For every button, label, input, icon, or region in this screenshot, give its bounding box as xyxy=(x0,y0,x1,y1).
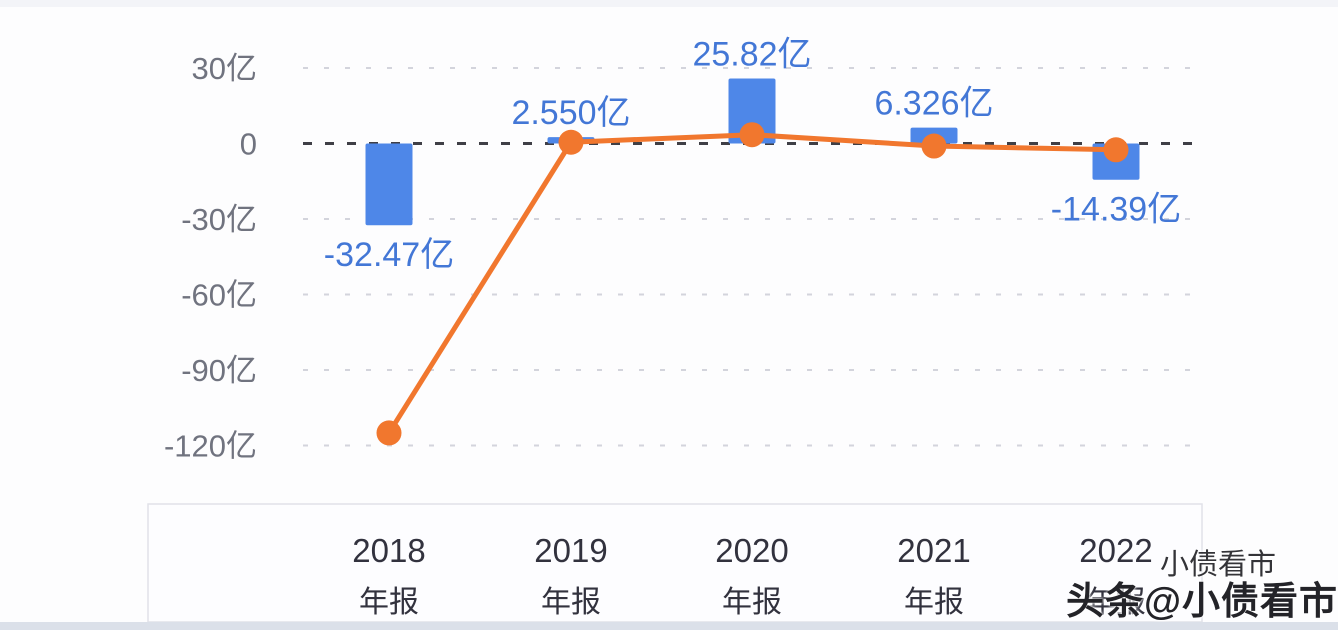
data-point[interactable] xyxy=(376,420,402,446)
x-axis-label-box xyxy=(147,503,1203,623)
y-tick-label: 30亿 xyxy=(192,51,257,86)
bar[interactable] xyxy=(365,143,413,226)
y-tick-label: -60亿 xyxy=(181,278,257,313)
data-point[interactable] xyxy=(921,133,947,159)
bar-value-label: 25.82亿 xyxy=(692,36,811,74)
watermark-large: 头条@小债看市 xyxy=(1066,581,1338,623)
y-tick-label: -90亿 xyxy=(181,353,257,388)
x-tick-period: 年报 xyxy=(359,586,419,619)
y-tick-label: -30亿 xyxy=(181,202,257,237)
y-tick-label: -120亿 xyxy=(164,429,257,464)
x-tick-year: 2019 xyxy=(534,532,607,569)
top-edge-strip xyxy=(0,0,1338,7)
bar-value-label: -14.39亿 xyxy=(1051,191,1181,229)
data-point[interactable] xyxy=(1103,137,1129,163)
x-tick-period: 年报 xyxy=(722,586,782,619)
x-tick-period: 年报 xyxy=(541,586,601,619)
x-tick-year: 2021 xyxy=(897,532,970,569)
x-tick-year: 2020 xyxy=(715,532,788,569)
x-tick-period: 年报 xyxy=(1086,586,1146,619)
bar-value-label: -32.47亿 xyxy=(324,236,454,274)
bottom-edge-strip xyxy=(0,622,1338,630)
x-tick-year: 2022 xyxy=(1079,532,1152,569)
bar-value-label: 6.326亿 xyxy=(874,85,993,123)
y-tick-label: 0 xyxy=(240,127,257,162)
bar-value-label: 2.550亿 xyxy=(511,94,630,132)
x-tick-year: 2018 xyxy=(352,532,425,569)
x-tick-period: 年报 xyxy=(904,586,964,619)
bar[interactable] xyxy=(728,78,776,144)
watermark-small: 小债看市 xyxy=(1160,549,1277,581)
data-point[interactable] xyxy=(558,129,584,155)
data-point[interactable] xyxy=(739,122,765,148)
trend-line xyxy=(386,132,1119,436)
